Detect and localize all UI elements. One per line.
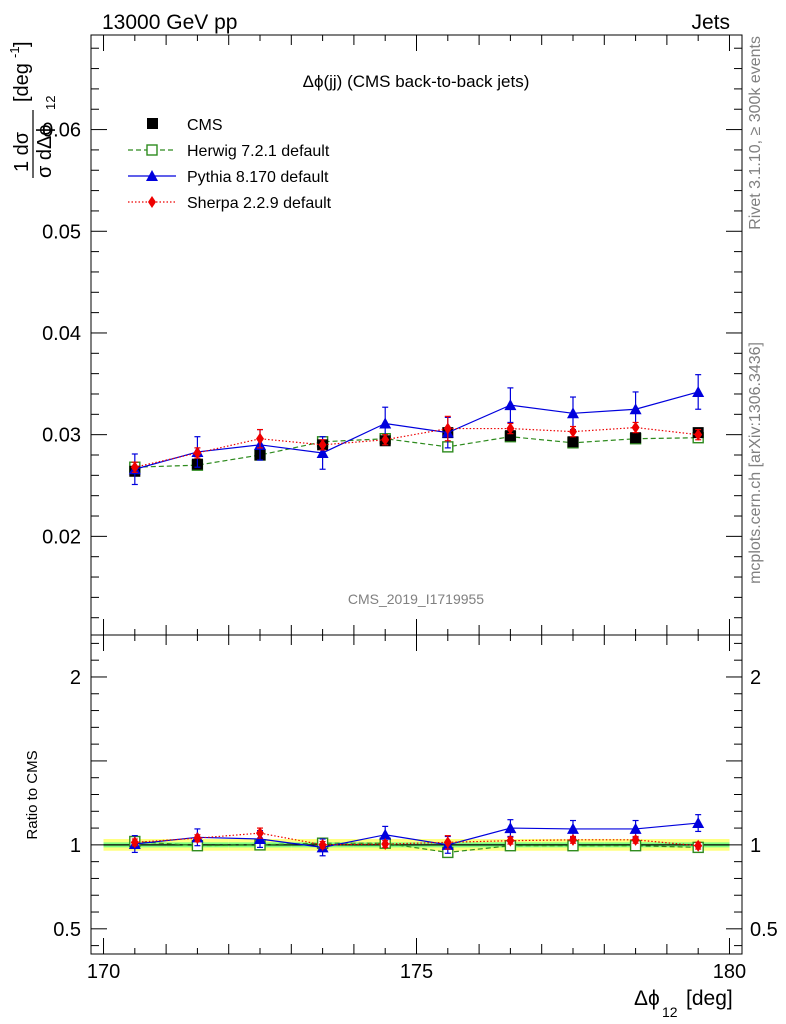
data-point-sherpa bbox=[443, 836, 452, 849]
x-tick-label: 175 bbox=[400, 961, 433, 983]
header-right: Jets bbox=[691, 11, 730, 34]
data-point-pythia bbox=[316, 446, 329, 458]
ratio-y-axis-label: Ratio to CMS bbox=[24, 750, 41, 839]
series-line-herwig bbox=[134, 840, 699, 854]
main-y-axis-label: 1 dσ σ dΔϕ 12 [deg -1 ] bbox=[7, 41, 58, 178]
y-label-unit: [deg bbox=[11, 63, 33, 102]
data-point-sherpa bbox=[130, 836, 139, 849]
rivet-label: Rivet 3.1.10, ≥ 300k events bbox=[747, 36, 764, 230]
ratio-tick-label: 2 bbox=[70, 667, 81, 689]
y-tick-label: 0.04 bbox=[42, 323, 81, 345]
ratio-panel-frame bbox=[90, 634, 743, 955]
legend-entry-cms: CMS bbox=[147, 117, 223, 134]
data-point-pythia bbox=[692, 385, 705, 397]
y-tick-label: 0.03 bbox=[42, 425, 81, 447]
y-tick-label: 0.06 bbox=[42, 120, 81, 142]
mcplots-label: mcplots.cern.ch [arXiv:1306.3436] bbox=[747, 342, 764, 584]
legend: CMS Herwig 7.2.1 default Pythia 8.170 de… bbox=[128, 117, 332, 212]
legend-label-herwig: Herwig 7.2.1 default bbox=[187, 143, 330, 160]
data-point-sherpa bbox=[443, 422, 452, 435]
legend-entry-pythia: Pythia 8.170 default bbox=[128, 169, 329, 186]
ratio-tick-label: 1 bbox=[70, 835, 81, 857]
x-label-symbol: Δϕ bbox=[634, 987, 660, 1010]
data-point-sherpa bbox=[568, 833, 577, 846]
legend-label-cms: CMS bbox=[187, 117, 223, 134]
y-tick-label: 0.02 bbox=[42, 526, 81, 548]
y-label-unit-exponent: -1 bbox=[7, 46, 22, 58]
y-label-unit-close: ] bbox=[11, 41, 33, 47]
data-point-sherpa bbox=[318, 838, 327, 851]
series-line-pythia bbox=[134, 391, 699, 470]
data-point-pythia bbox=[566, 407, 579, 419]
data-point-sherpa bbox=[256, 827, 265, 840]
legend-entry-herwig: Herwig 7.2.1 default bbox=[128, 143, 330, 160]
x-axis-label: Δϕ 12 [deg] bbox=[634, 987, 733, 1020]
y-label-subscript: 12 bbox=[43, 96, 58, 110]
ratio-axes: 0.5 0.5 1 1 2 2 bbox=[53, 642, 778, 947]
data-point-sherpa bbox=[694, 428, 703, 441]
data-point-sherpa bbox=[631, 833, 640, 846]
data-point-sherpa bbox=[381, 433, 390, 446]
main-series bbox=[128, 374, 705, 486]
data-point-sherpa bbox=[256, 432, 265, 445]
data-point-cms bbox=[567, 436, 579, 448]
data-point-pythia bbox=[629, 403, 642, 415]
data-point-sherpa bbox=[193, 832, 202, 845]
data-point-cms bbox=[504, 430, 516, 442]
data-point-pythia bbox=[692, 817, 705, 829]
ratio-series bbox=[103, 814, 730, 859]
analysis-watermark: CMS_2019_I1719955 bbox=[348, 591, 484, 607]
data-point-pythia bbox=[629, 822, 642, 834]
legend-label-pythia: Pythia 8.170 default bbox=[187, 169, 329, 186]
data-point-pythia bbox=[379, 417, 392, 429]
data-point-sherpa bbox=[381, 838, 390, 851]
data-point-pythia bbox=[566, 822, 579, 834]
legend-marker-cms bbox=[147, 118, 158, 129]
series-line-pythia bbox=[134, 822, 699, 848]
ratio-tick-label: 0.5 bbox=[53, 919, 81, 941]
data-point-sherpa bbox=[318, 438, 327, 451]
y-tick-label: 0.05 bbox=[42, 221, 81, 243]
data-point-sherpa bbox=[568, 425, 577, 438]
x-label-subscript: 12 bbox=[662, 1004, 678, 1020]
ratio-tick-label-right: 1 bbox=[750, 835, 761, 857]
data-point-pythia bbox=[379, 828, 392, 840]
data-point-sherpa bbox=[193, 446, 202, 459]
legend-marker-sherpa bbox=[148, 196, 156, 208]
data-point-sherpa bbox=[694, 839, 703, 852]
y-label-fraction-numerator: 1 dσ bbox=[11, 131, 33, 172]
data-point-cms bbox=[630, 432, 642, 444]
legend-marker-herwig bbox=[146, 144, 158, 156]
plot-title: Δϕ(jj) (CMS back-to-back jets) bbox=[303, 72, 530, 91]
main-axes: 0.02 0.03 0.04 0.05 0.06 bbox=[42, 47, 742, 619]
data-point-pythia bbox=[504, 399, 517, 411]
x-tick-label: 180 bbox=[713, 961, 746, 983]
header-left: 13000 GeV pp bbox=[102, 11, 237, 34]
ratio-tick-label-right: 2 bbox=[750, 667, 761, 689]
x-label-unit: [deg] bbox=[686, 987, 733, 1010]
series-line-herwig bbox=[134, 436, 699, 468]
data-point-sherpa bbox=[130, 461, 139, 474]
data-point-sherpa bbox=[631, 421, 640, 434]
data-point-sherpa bbox=[506, 422, 515, 435]
data-point-sherpa bbox=[506, 834, 515, 847]
x-axis: 170 175 180 bbox=[87, 35, 746, 983]
ratio-tick-label-right: 0.5 bbox=[750, 919, 778, 941]
y-label-fraction-denominator: σ dΔϕ bbox=[34, 124, 56, 178]
data-point-pythia bbox=[504, 822, 517, 834]
x-tick-label: 170 bbox=[87, 961, 120, 983]
legend-marker-pythia bbox=[146, 170, 158, 181]
legend-entry-sherpa: Sherpa 2.2.9 default bbox=[128, 195, 332, 212]
legend-label-sherpa: Sherpa 2.2.9 default bbox=[187, 195, 332, 212]
